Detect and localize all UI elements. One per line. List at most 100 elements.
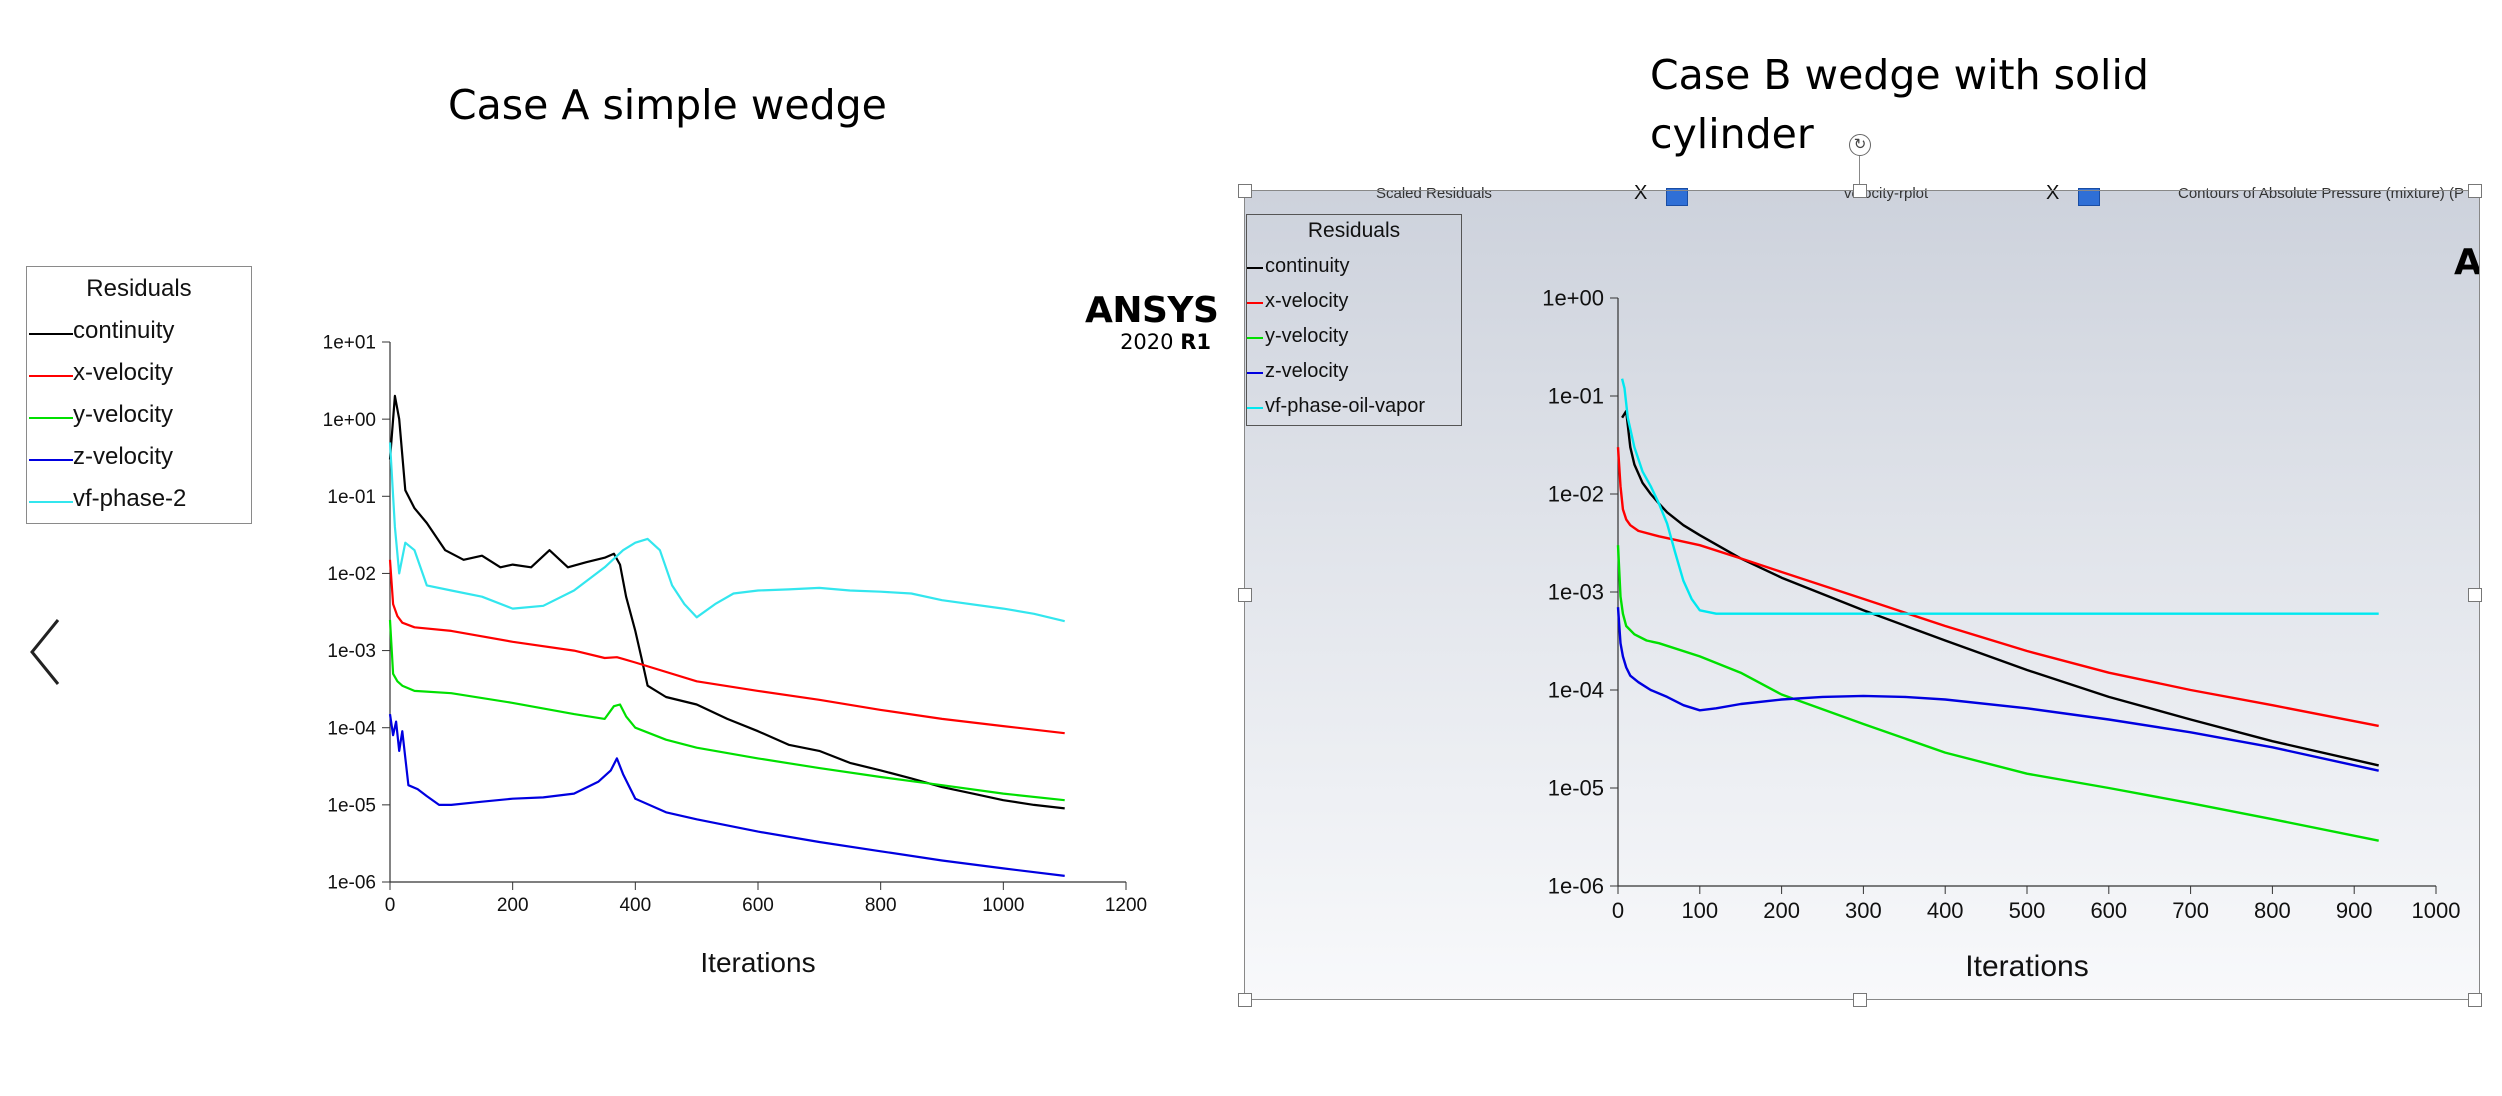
case-b-image-panel[interactable]: [1244, 190, 2480, 1000]
residuals-chart-case-a: 1e+01 1e+00 1e-01 1e-02 1e-03 1e-04 1e-05 1e-06…: [323, 333, 1148, 978]
series-line-continuity: [1621, 409, 2379, 767]
x-axis-title: Iterations: [700, 947, 815, 978]
legend-title: Residuals: [86, 275, 192, 302]
legend-item-y-velocity: y-velocity: [27, 401, 247, 431]
legend-title: Residuals: [1307, 219, 1401, 242]
resize-handle-se[interactable]: [2468, 993, 2482, 1007]
x-tick-label: 1200: [1105, 895, 1147, 916]
resize-handle-nw[interactable]: [1238, 184, 1252, 198]
legend-item-z-velocity: z-velocity: [1247, 358, 1457, 386]
legend-item-z-velocity: z-velocity: [27, 443, 247, 473]
x-tick-label: 800: [2254, 898, 2291, 923]
x-tick-label: 600: [2090, 898, 2127, 923]
resize-handle-n[interactable]: [1853, 184, 1867, 198]
x-tick-label: 0: [385, 895, 396, 916]
series-line-vf-phase-oil-vapor: [1620, 378, 2379, 615]
y-tick-label: 1e-02: [327, 564, 376, 585]
x-axis-title: Iterations: [1965, 950, 2088, 983]
series-line-y-velocity: [1616, 545, 2379, 842]
y-tick-label: 1e-05: [327, 796, 376, 817]
tab-contour-icon: [2078, 188, 2100, 206]
legend-case-a: Residuals continuity x-velocity y-velocity…: [26, 266, 252, 524]
series-line-vf-phase-2: [388, 442, 1065, 623]
x-tick-label: 200: [497, 895, 529, 916]
ansys-brand-clipped: AN: [2454, 242, 2480, 283]
resize-handle-e[interactable]: [2468, 588, 2482, 602]
legend-item-x-velocity: x-velocity: [1247, 288, 1457, 316]
y-tick-label: 1e-01: [1548, 384, 1604, 409]
version-year: 2020: [1120, 330, 1174, 354]
resize-handle-ne[interactable]: [2468, 184, 2482, 198]
x-tick-label: 600: [742, 895, 774, 916]
legend-swatch: [1247, 372, 1263, 374]
legend-swatch: [1247, 337, 1263, 339]
legend-swatch: [29, 375, 73, 377]
y-tick-label: 1e-01: [327, 487, 376, 508]
x-tick-label: 100: [1681, 898, 1718, 923]
fluent-tab-bar: Scaled Residuals X velocity-rplot X Cont…: [1244, 182, 2480, 210]
x-tick-label: 1000: [2412, 898, 2461, 923]
x-tick-label: 400: [619, 895, 651, 916]
y-tick-label: 1e+00: [1542, 286, 1604, 311]
legend-item-x-velocity: x-velocity: [27, 359, 247, 389]
y-tick-label: 1e-05: [1548, 776, 1604, 801]
y-tick-label: 1e-03: [327, 641, 376, 662]
legend-swatch: [1247, 267, 1263, 269]
y-tick-label: 1e+01: [323, 333, 376, 354]
rotate-handle-stem: [1859, 156, 1860, 190]
case-b-title: Case B wedge with solid cylinder: [1650, 51, 2149, 158]
series-line-y-velocity: [388, 619, 1065, 802]
legend-item-y-velocity: y-velocity: [1247, 323, 1457, 351]
ansys-version: 2020 R1: [1085, 330, 1211, 354]
x-tick-label: 300: [1845, 898, 1882, 923]
legend-label: vf-phase-oil-vapor: [1265, 395, 1426, 417]
image-selection-frame[interactable]: [1244, 190, 2480, 1000]
legend-label: x-velocity: [1265, 290, 1349, 312]
tab-close-icon[interactable]: X: [1634, 182, 1648, 204]
x-tick-label: 1000: [982, 895, 1024, 916]
version-release: R1: [1180, 330, 1211, 354]
legend-item-continuity: continuity: [1247, 253, 1457, 281]
y-tick-label: 1e-04: [327, 718, 376, 739]
legend-label: z-velocity: [73, 443, 174, 470]
series-line-z-velocity: [388, 713, 1065, 877]
x-tick-label: 900: [2336, 898, 2373, 923]
x-tick-label: 200: [1763, 898, 1800, 923]
legend-swatch: [29, 333, 73, 335]
legend-swatch: [29, 501, 73, 503]
legend-label: z-velocity: [1265, 360, 1349, 382]
legend-swatch: [29, 459, 73, 461]
rotate-icon[interactable]: ↻: [1849, 134, 1871, 156]
chevron-left-icon[interactable]: [26, 616, 66, 688]
tab-plot-icon: [1666, 188, 1688, 206]
series-line-continuity: [388, 394, 1065, 810]
tab-contours-pressure[interactable]: Contours of Absolute Pressure (mixture) …: [2178, 185, 2464, 202]
x-tick-label: 400: [1927, 898, 1964, 923]
legend-swatch: [1247, 407, 1263, 409]
legend-swatch: [1247, 302, 1263, 304]
tab-close-icon[interactable]: X: [2046, 182, 2060, 204]
ansys-logo: ANSYS 2020 R1: [1085, 292, 1219, 355]
y-tick-label: 1e-03: [1548, 580, 1604, 605]
legend-label: continuity: [73, 317, 175, 344]
legend-label: x-velocity: [73, 359, 174, 386]
resize-handle-w[interactable]: [1238, 588, 1252, 602]
x-tick-label: 800: [865, 895, 897, 916]
legend-item-continuity: continuity: [27, 317, 247, 347]
legend-item-vf-phase-2: vf-phase-2: [27, 485, 247, 515]
resize-handle-s[interactable]: [1853, 993, 1867, 1007]
legend-label: vf-phase-2: [73, 485, 187, 512]
x-tick-label: 0: [1612, 898, 1624, 923]
case-a-title: Case A simple wedge: [448, 81, 887, 129]
y-tick-label: 1e-04: [1548, 678, 1604, 703]
legend-swatch: [29, 417, 73, 419]
resize-handle-sw[interactable]: [1238, 993, 1252, 1007]
tab-scaled-residuals[interactable]: Scaled Residuals: [1376, 185, 1492, 202]
x-tick-label: 700: [2172, 898, 2209, 923]
y-tick-label: 1e-06: [1548, 874, 1604, 899]
legend-item-vf-phase-oil-vapor: vf-phase-oil-vapor: [1247, 393, 1457, 421]
y-tick-label: 1e-02: [1548, 482, 1604, 507]
legend-label: y-velocity: [1265, 325, 1349, 347]
series-line-x-velocity: [388, 559, 1065, 735]
legend-label: continuity: [1265, 255, 1350, 277]
